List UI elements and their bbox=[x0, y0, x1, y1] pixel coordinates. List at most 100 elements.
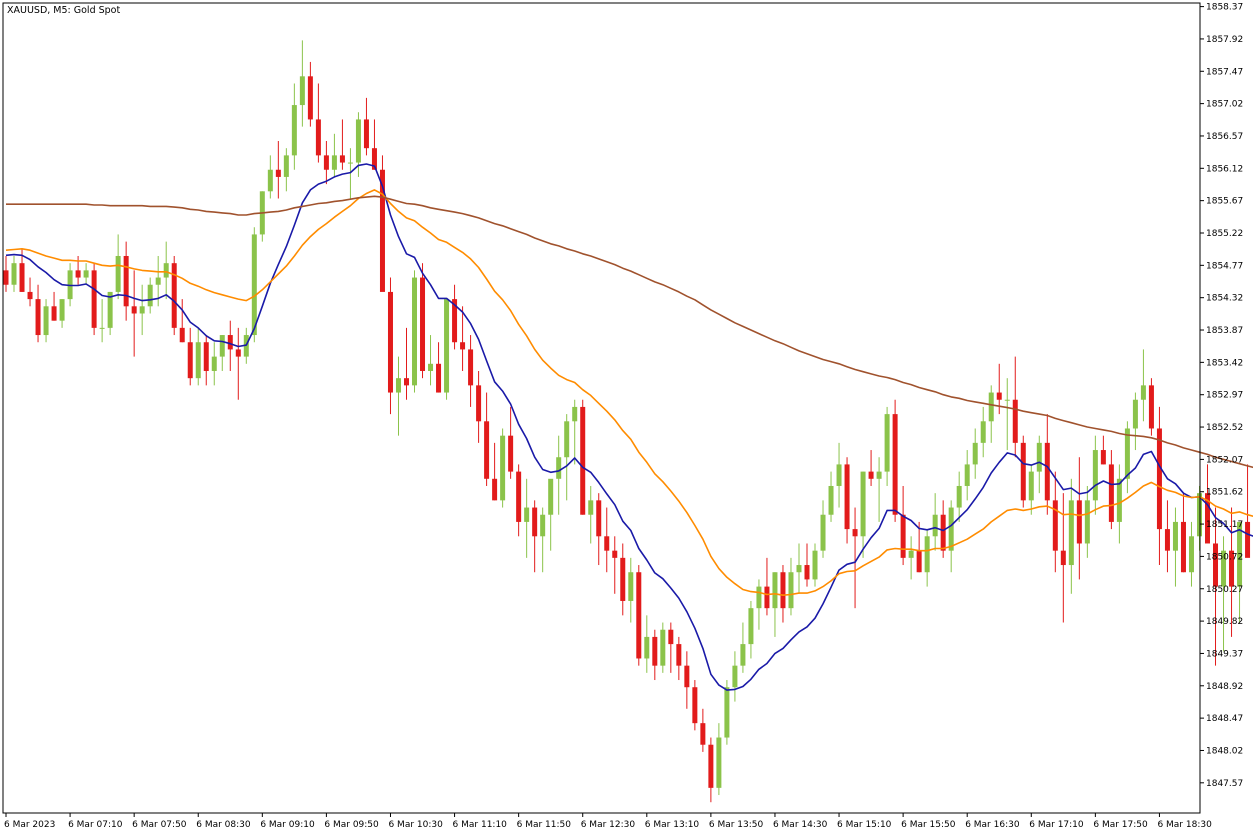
bear-candle-body bbox=[420, 277, 426, 371]
time-tick-label: 6 Mar 14:30 bbox=[773, 820, 828, 830]
moving-averages-layer bbox=[5, 163, 1253, 691]
candle bbox=[315, 83, 321, 163]
candle bbox=[387, 277, 393, 415]
bull-candle-body bbox=[11, 263, 17, 285]
bear-candle-body bbox=[612, 550, 618, 558]
candle bbox=[91, 263, 97, 336]
candle bbox=[1068, 478, 1074, 594]
price-axis[interactable]: 1858.37 1857.92 1857.47 1857.02 1856.57 1856.… bbox=[1200, 3, 1243, 789]
bear-candle-body bbox=[35, 299, 41, 336]
price-tick-label: 1857.92 bbox=[1206, 35, 1243, 45]
bear-candle-body bbox=[339, 155, 345, 163]
candle bbox=[131, 270, 137, 357]
bear-candle-body bbox=[852, 529, 858, 537]
bull-candle-body bbox=[99, 327, 105, 329]
bull-candle-body bbox=[155, 277, 161, 285]
candle bbox=[516, 464, 522, 537]
bear-candle-body bbox=[804, 565, 810, 580]
bull-candle-body bbox=[355, 119, 361, 163]
bull-candle-body bbox=[291, 105, 297, 156]
bear-candle-body bbox=[1076, 500, 1082, 544]
candle bbox=[548, 478, 554, 551]
bear-candle-body bbox=[19, 263, 25, 292]
candle bbox=[43, 299, 49, 343]
candle bbox=[267, 155, 273, 199]
candle bbox=[299, 40, 305, 127]
bull-candle-body bbox=[107, 291, 113, 328]
candle bbox=[107, 291, 113, 336]
candle bbox=[852, 507, 858, 609]
price-tick-label: 1856.57 bbox=[1206, 132, 1243, 142]
time-tick-label: 6 Mar 11:50 bbox=[517, 820, 572, 830]
candle bbox=[1028, 464, 1034, 515]
bear-candle-body bbox=[596, 500, 602, 537]
candle bbox=[1245, 464, 1251, 558]
candle bbox=[35, 284, 41, 343]
candle bbox=[163, 241, 169, 300]
candle bbox=[556, 435, 562, 515]
bull-candle-body bbox=[836, 464, 842, 486]
time-tick-label: 6 Mar 15:10 bbox=[837, 820, 892, 830]
bear-candle-body bbox=[227, 335, 233, 350]
candle bbox=[972, 428, 978, 479]
candle bbox=[636, 565, 642, 666]
candle bbox=[884, 406, 890, 486]
bear-candle-body bbox=[892, 414, 898, 515]
candle bbox=[460, 306, 466, 371]
bear-candle-body bbox=[371, 148, 377, 170]
bear-candle-body bbox=[187, 342, 193, 379]
price-tick-label: 1853.42 bbox=[1206, 358, 1243, 368]
bull-candle-body bbox=[195, 342, 201, 379]
candle bbox=[588, 485, 594, 544]
candle bbox=[980, 406, 986, 458]
bull-candle-body bbox=[884, 414, 890, 472]
candle bbox=[916, 521, 922, 573]
candle bbox=[812, 543, 818, 587]
bear-candle-body bbox=[484, 421, 490, 479]
candle bbox=[564, 414, 570, 501]
price-tick-label: 1857.02 bbox=[1206, 100, 1243, 110]
time-tick-label: 6 Mar 13:50 bbox=[709, 820, 764, 830]
candle bbox=[1100, 435, 1106, 465]
price-tick-label: 1847.57 bbox=[1206, 779, 1243, 789]
time-axis[interactable]: 6 Mar 2023 6 Mar 07:10 6 Mar 07:50 6 Mar 08… bbox=[4, 813, 1212, 830]
bear-candle-body bbox=[235, 349, 241, 357]
bear-candle-body bbox=[1205, 493, 1210, 544]
price-tick-label: 1854.77 bbox=[1206, 261, 1243, 271]
time-tick-label: 6 Mar 11:10 bbox=[453, 820, 508, 830]
bull-candle-body bbox=[428, 363, 434, 371]
candle bbox=[27, 277, 33, 307]
candle bbox=[1044, 414, 1050, 515]
bear-candle-body bbox=[323, 155, 329, 170]
bull-candle-body bbox=[540, 514, 546, 537]
candle bbox=[195, 327, 201, 386]
candle bbox=[668, 622, 674, 673]
price-tick-label: 1854.32 bbox=[1206, 294, 1243, 304]
candle bbox=[868, 450, 874, 486]
bull-candle-body bbox=[524, 507, 530, 522]
time-tick-label: 6 Mar 17:50 bbox=[1093, 820, 1148, 830]
candle bbox=[732, 651, 738, 702]
bull-candle-body bbox=[964, 464, 970, 486]
candle bbox=[596, 493, 602, 566]
bull-candle-body bbox=[572, 406, 578, 422]
bear-candle-body bbox=[179, 327, 185, 343]
bear-candle-body bbox=[3, 270, 9, 285]
candle bbox=[59, 299, 65, 328]
bull-candle-body bbox=[948, 507, 954, 551]
bear-candle-body bbox=[692, 687, 698, 724]
price-tick-label: 1850.27 bbox=[1206, 585, 1243, 595]
candle bbox=[1180, 493, 1186, 573]
bear-candle-body bbox=[1044, 442, 1050, 501]
candle bbox=[203, 335, 209, 386]
bull-candle-body bbox=[788, 572, 794, 609]
bull-candle-body bbox=[267, 169, 273, 192]
chart-title: XAUUSD, M5: Gold Spot bbox=[7, 5, 120, 16]
candle bbox=[1108, 450, 1114, 530]
candle bbox=[612, 536, 618, 594]
bull-candle-body bbox=[588, 500, 594, 515]
candle bbox=[115, 234, 121, 300]
candle bbox=[147, 277, 153, 314]
